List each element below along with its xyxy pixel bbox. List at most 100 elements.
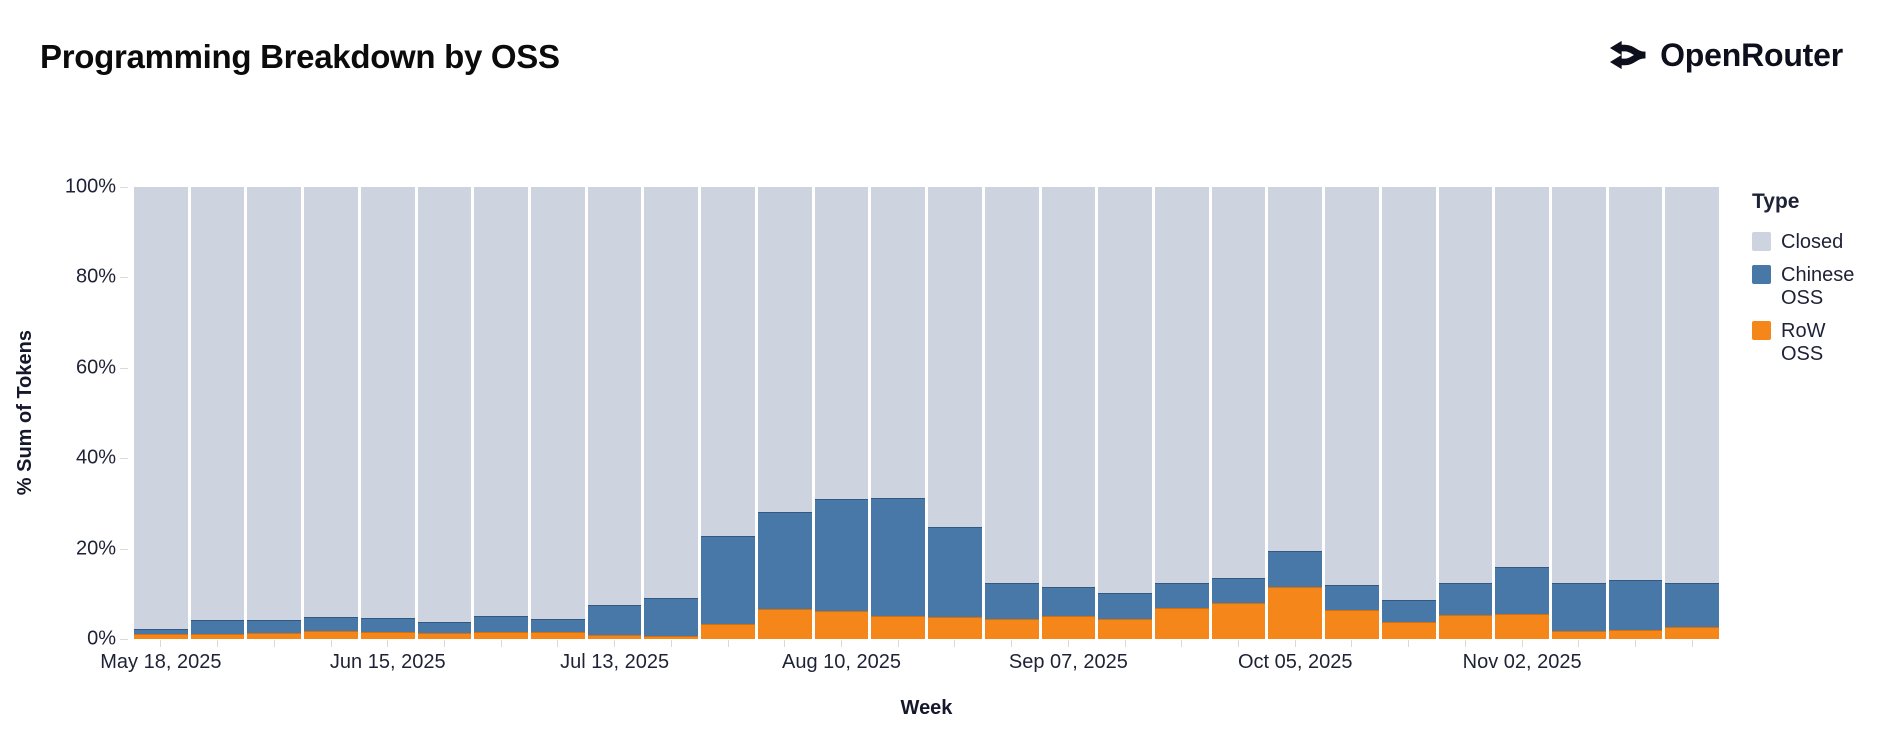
bar-segment-row-oss[interactable] — [1325, 609, 1379, 639]
bar-jun-15-2025[interactable] — [360, 187, 415, 639]
bar-jun-08-2025[interactable] — [304, 187, 358, 639]
bar-may-25-2025[interactable] — [190, 187, 245, 639]
bar-segment-row-oss[interactable] — [644, 635, 699, 639]
bar-oct-12-2025[interactable] — [1325, 187, 1379, 639]
bar-segment-row-oss[interactable] — [814, 610, 869, 639]
bar-jun-01-2025[interactable] — [247, 187, 302, 639]
bar-segment-chinese-oss[interactable] — [587, 605, 642, 635]
bar-segment-row-oss[interactable] — [1268, 587, 1323, 639]
bar-segment-chinese-oss[interactable] — [134, 629, 188, 635]
bar-segment-chinese-oss[interactable] — [304, 617, 358, 631]
bar-segment-closed[interactable] — [1268, 187, 1323, 552]
legend-entry-chinese-oss[interactable]: Chinese OSS — [1752, 264, 1880, 309]
bar-segment-closed[interactable] — [247, 187, 302, 621]
bar-segment-closed[interactable] — [1325, 187, 1379, 586]
bar-segment-row-oss[interactable] — [134, 634, 188, 639]
bar-sep-21-2025[interactable] — [1154, 187, 1209, 639]
bar-segment-closed[interactable] — [474, 187, 529, 616]
bar-segment-row-oss[interactable] — [531, 631, 585, 639]
bar-segment-closed[interactable] — [1495, 187, 1549, 567]
bar-segment-closed[interactable] — [928, 187, 982, 528]
bar-nov-16-2025[interactable] — [1608, 187, 1663, 639]
bar-nov-02-2025[interactable] — [1495, 187, 1549, 639]
bar-segment-chinese-oss[interactable] — [417, 621, 472, 633]
bar-segment-row-oss[interactable] — [1154, 608, 1209, 639]
bar-segment-chinese-oss[interactable] — [1438, 582, 1493, 616]
bar-nov-23-2025[interactable] — [1665, 187, 1720, 639]
bar-segment-closed[interactable] — [304, 187, 358, 618]
bar-oct-26-2025[interactable] — [1438, 187, 1493, 639]
bar-oct-05-2025[interactable] — [1268, 187, 1323, 639]
bar-nov-09-2025[interactable] — [1551, 187, 1606, 639]
bar-segment-closed[interactable] — [1665, 187, 1720, 584]
bar-segment-row-oss[interactable] — [1608, 629, 1663, 639]
bar-segment-closed[interactable] — [1551, 187, 1606, 583]
bar-segment-chinese-oss[interactable] — [247, 620, 302, 634]
bar-segment-closed[interactable] — [417, 187, 472, 622]
legend-entry-row-oss[interactable]: RoW OSS — [1752, 320, 1880, 365]
bar-segment-row-oss[interactable] — [1551, 630, 1606, 639]
bar-segment-chinese-oss[interactable] — [1608, 580, 1663, 630]
bar-segment-row-oss[interactable] — [474, 632, 529, 639]
bar-segment-row-oss[interactable] — [1495, 614, 1549, 639]
legend-entry-closed[interactable]: Closed — [1752, 231, 1880, 253]
bar-segment-row-oss[interactable] — [1211, 602, 1266, 639]
bar-segment-chinese-oss[interactable] — [1381, 599, 1436, 622]
bar-aug-03-2025[interactable] — [757, 187, 812, 639]
bar-segment-chinese-oss[interactable] — [871, 498, 926, 616]
bar-aug-17-2025[interactable] — [871, 187, 926, 639]
bar-segment-chinese-oss[interactable] — [701, 535, 755, 625]
bar-segment-chinese-oss[interactable] — [1325, 585, 1379, 610]
bar-segment-closed[interactable] — [984, 187, 1039, 583]
bar-segment-chinese-oss[interactable] — [1154, 582, 1209, 609]
bar-segment-closed[interactable] — [871, 187, 926, 499]
bar-segment-row-oss[interactable] — [1098, 619, 1152, 639]
bar-sep-14-2025[interactable] — [1098, 187, 1152, 639]
bar-segment-row-oss[interactable] — [1438, 615, 1493, 639]
bar-jul-06-2025[interactable] — [531, 187, 585, 639]
bar-segment-closed[interactable] — [134, 187, 188, 630]
bar-jul-13-2025[interactable] — [587, 187, 642, 639]
bar-segment-closed[interactable] — [814, 187, 869, 500]
bar-segment-row-oss[interactable] — [247, 633, 302, 639]
bar-segment-row-oss[interactable] — [417, 632, 472, 639]
bar-aug-24-2025[interactable] — [928, 187, 982, 639]
bar-segment-closed[interactable] — [644, 187, 699, 598]
bar-segment-chinese-oss[interactable] — [814, 499, 869, 611]
bar-segment-closed[interactable] — [587, 187, 642, 606]
bar-segment-row-oss[interactable] — [360, 631, 415, 639]
bar-segment-chinese-oss[interactable] — [1665, 583, 1720, 627]
bar-segment-chinese-oss[interactable] — [474, 615, 529, 633]
bar-segment-closed[interactable] — [1211, 187, 1266, 579]
bar-sep-07-2025[interactable] — [1041, 187, 1096, 639]
bar-jun-22-2025[interactable] — [417, 187, 472, 639]
bar-aug-31-2025[interactable] — [984, 187, 1039, 639]
bar-segment-chinese-oss[interactable] — [757, 512, 812, 610]
bar-segment-closed[interactable] — [360, 187, 415, 618]
bar-segment-chinese-oss[interactable] — [1211, 578, 1266, 603]
bar-sep-28-2025[interactable] — [1211, 187, 1266, 639]
bar-segment-closed[interactable] — [1154, 187, 1209, 583]
bar-segment-chinese-oss[interactable] — [1098, 592, 1152, 620]
bar-segment-row-oss[interactable] — [871, 615, 926, 639]
bar-segment-row-oss[interactable] — [1381, 621, 1436, 639]
bar-segment-closed[interactable] — [1438, 187, 1493, 583]
bar-segment-row-oss[interactable] — [1041, 615, 1096, 639]
bar-segment-row-oss[interactable] — [928, 616, 982, 639]
bar-segment-closed[interactable] — [757, 187, 812, 513]
bar-segment-chinese-oss[interactable] — [928, 527, 982, 617]
bar-segment-closed[interactable] — [701, 187, 755, 536]
bar-segment-closed[interactable] — [1608, 187, 1663, 581]
bar-segment-chinese-oss[interactable] — [1551, 582, 1606, 631]
bar-segment-chinese-oss[interactable] — [1268, 551, 1323, 588]
bar-aug-10-2025[interactable] — [814, 187, 869, 639]
bar-segment-row-oss[interactable] — [984, 619, 1039, 639]
bar-segment-chinese-oss[interactable] — [360, 617, 415, 632]
bar-segment-chinese-oss[interactable] — [190, 620, 245, 634]
bar-segment-closed[interactable] — [1041, 187, 1096, 587]
bar-oct-19-2025[interactable] — [1381, 187, 1436, 639]
bar-segment-row-oss[interactable] — [304, 630, 358, 639]
bar-segment-row-oss[interactable] — [190, 633, 245, 639]
bar-may-18-2025[interactable] — [134, 187, 188, 639]
openrouter-logo[interactable]: OpenRouter — [1609, 36, 1843, 74]
